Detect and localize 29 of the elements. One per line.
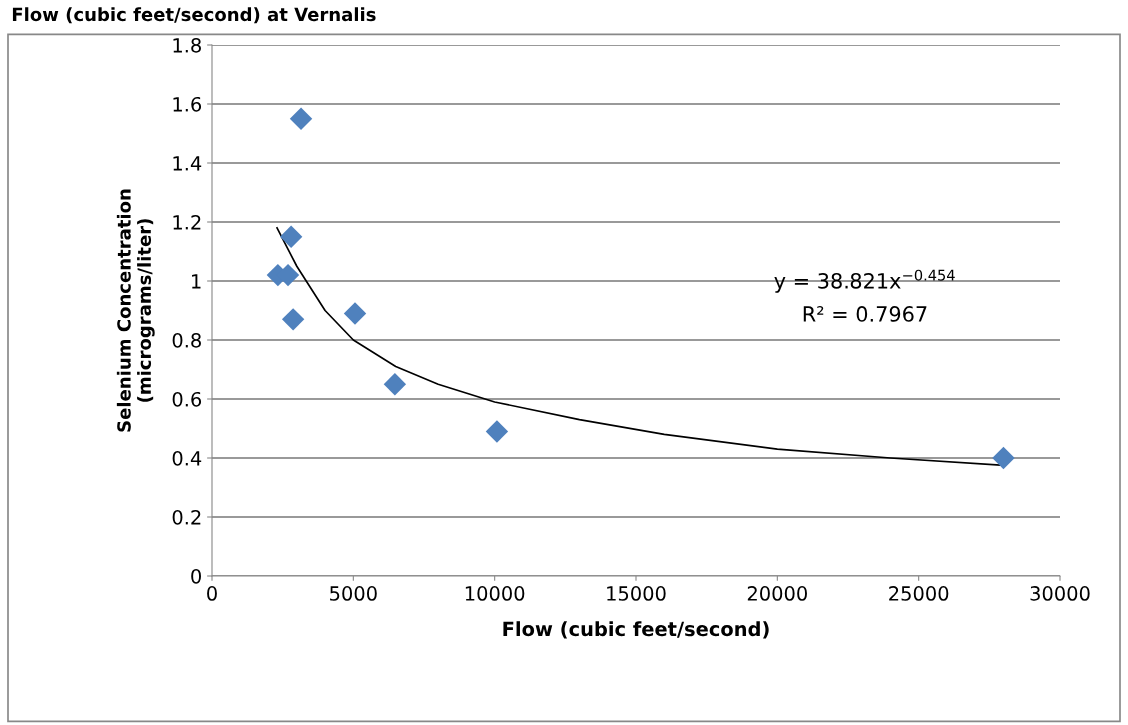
x-axis-title: Flow (cubic feet/second) [503,621,769,639]
point [992,446,1015,470]
y-tick-label: 0.2 [172,509,201,525]
y-tick-label: 1.8 [173,37,201,53]
annotation: y = 38.821x$^{−0.454}$ [774,269,955,293]
y-tick-label: 1.2 [173,214,201,230]
point [343,302,367,325]
chart-title: Flow (cubic feet/second) at Vernalis [12,7,376,24]
y-tick-label: 1.4 [173,156,202,171]
y-tick-label: 0.8 [172,332,201,348]
annotation: R² = 0.7967 [803,306,927,322]
point [279,225,303,248]
y-tick-label: 0.6 [172,391,202,407]
x-tick-label: 25000 [889,586,949,601]
y-tick-label: 1 [192,274,201,289]
x-tick-label: 20000 [747,586,807,601]
y-axis-title: Selenium Concentration (micrograms/liter) [116,189,155,432]
x-tick-label: 5000 [330,586,377,601]
x-tick-label: 15000 [607,586,666,601]
point [485,420,509,443]
y-tick-label: 0 [191,568,201,584]
y-tick-label: 0.4 [172,450,202,466]
point [383,373,407,396]
point [281,308,305,331]
y-tick-label: 1.6 [173,96,202,112]
point [289,107,313,130]
x-tick-label: 0 [207,586,217,601]
x-tick-label: 30000 [1030,586,1090,601]
x-tick-label: 10000 [465,586,525,601]
